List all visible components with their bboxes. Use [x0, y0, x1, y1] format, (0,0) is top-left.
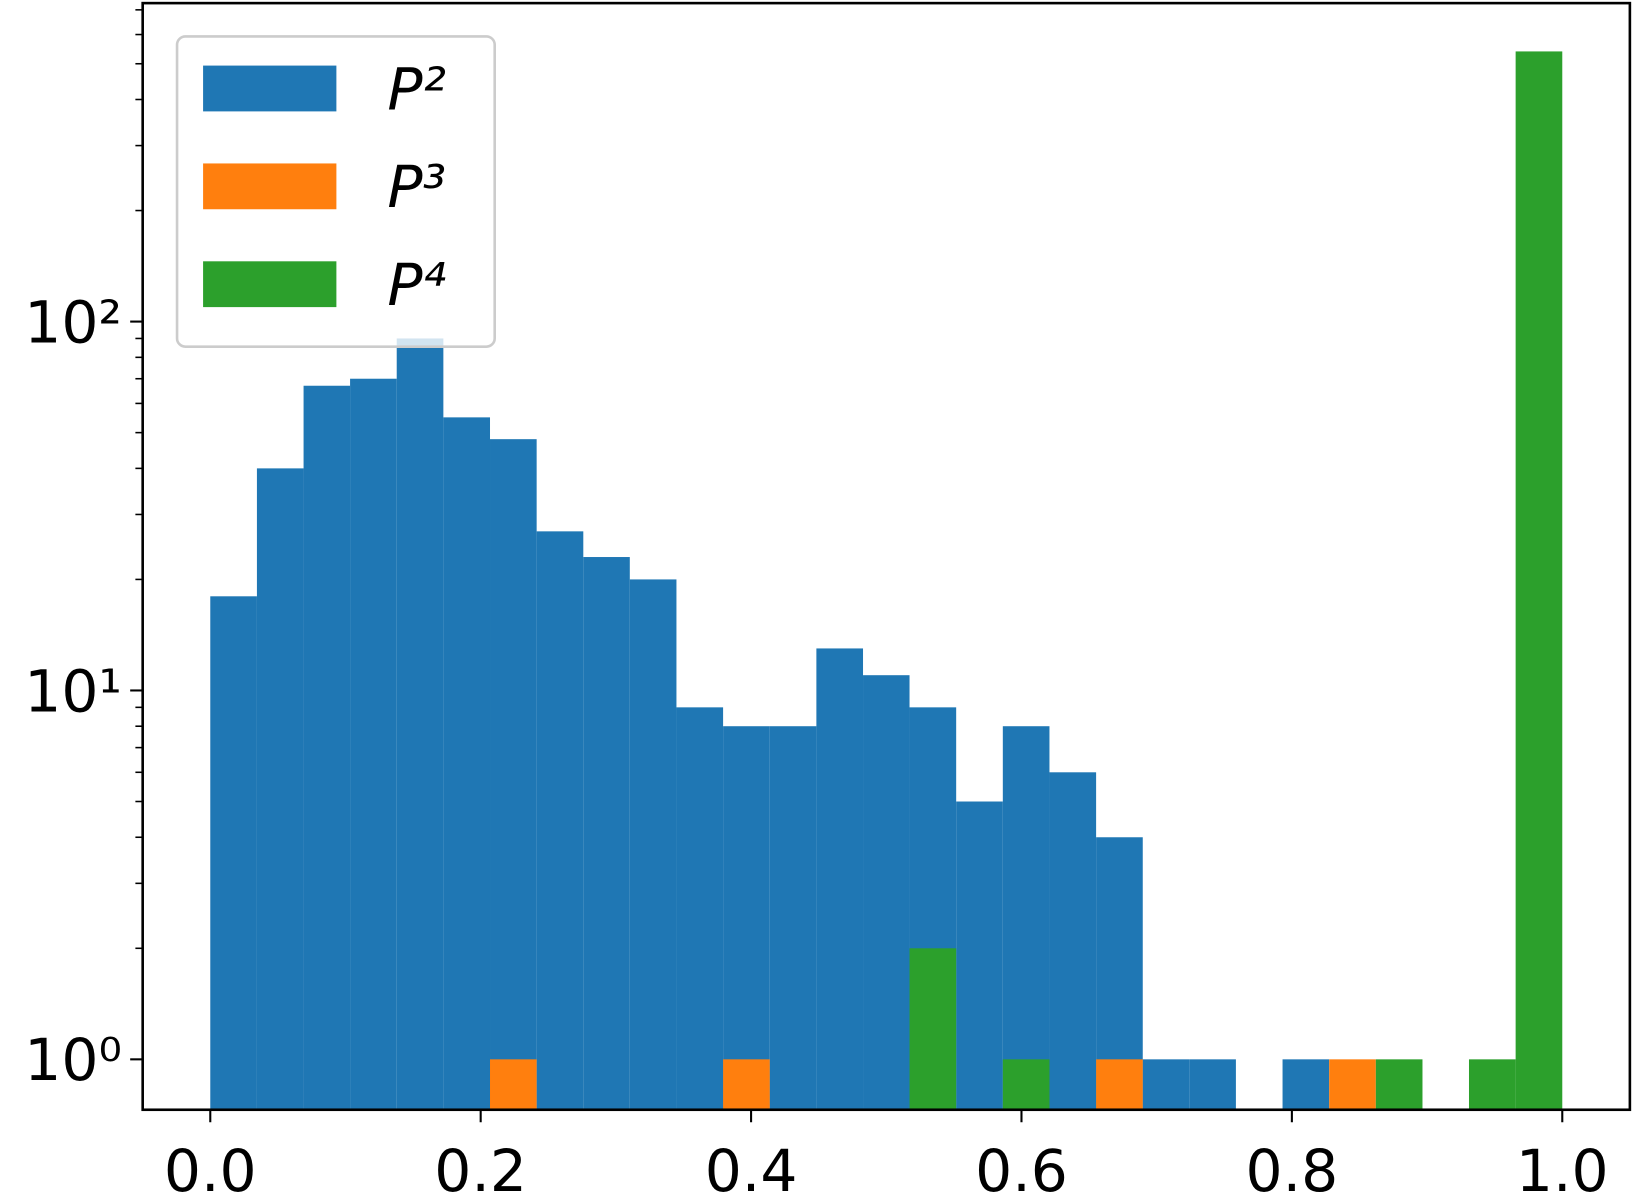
- bar: [303, 385, 351, 1110]
- bar: [629, 579, 677, 1110]
- bar: [723, 1059, 770, 1110]
- bar: [210, 596, 257, 1110]
- bar: [1282, 1059, 1330, 1110]
- legend: P² P³ P⁴: [175, 35, 496, 348]
- bar: [863, 675, 910, 1110]
- bar: [1142, 1059, 1190, 1110]
- bar: [769, 726, 817, 1110]
- bar: [1049, 772, 1097, 1110]
- y-tick-label: 10¹: [24, 657, 122, 725]
- bar: [1096, 1059, 1143, 1110]
- bar: [536, 531, 584, 1110]
- bar: [956, 801, 1003, 1110]
- x-tick-label: 0.8: [1246, 1137, 1339, 1192]
- bar: [816, 648, 864, 1110]
- bar: [1515, 51, 1563, 1110]
- x-tick-label: 0.2: [434, 1137, 527, 1192]
- legend-swatch: [203, 261, 337, 308]
- x-tick-label: 0.0: [164, 1137, 257, 1192]
- legend-swatch: [203, 65, 337, 112]
- bar: [723, 726, 770, 1110]
- bar: [1002, 1059, 1050, 1110]
- legend-label: P²: [387, 55, 446, 123]
- bar: [1375, 1059, 1423, 1110]
- bar: [490, 439, 537, 1110]
- legend-swatch: [203, 163, 337, 210]
- bar: [1329, 1059, 1376, 1110]
- bar: [443, 417, 491, 1110]
- bar: [909, 948, 957, 1110]
- legend-label: P³: [387, 153, 446, 221]
- y-tick-label: 10²: [24, 288, 122, 356]
- bar: [256, 468, 304, 1110]
- y-tick-label: 10⁰: [24, 1026, 122, 1094]
- x-tick-label: 0.6: [975, 1137, 1068, 1192]
- bar: [1468, 1059, 1516, 1110]
- x-tick-label: 0.4: [705, 1137, 798, 1192]
- legend-label: P⁴: [387, 251, 446, 319]
- bar: [490, 1059, 537, 1110]
- x-tick-label: 1.0: [1516, 1137, 1609, 1192]
- bar: [676, 707, 724, 1110]
- axes-frame: [141, 1, 1632, 1112]
- bar: [350, 378, 397, 1110]
- bar: [1002, 726, 1050, 1110]
- bar: [1189, 1059, 1236, 1110]
- bar: [583, 557, 630, 1110]
- bar: [396, 338, 444, 1110]
